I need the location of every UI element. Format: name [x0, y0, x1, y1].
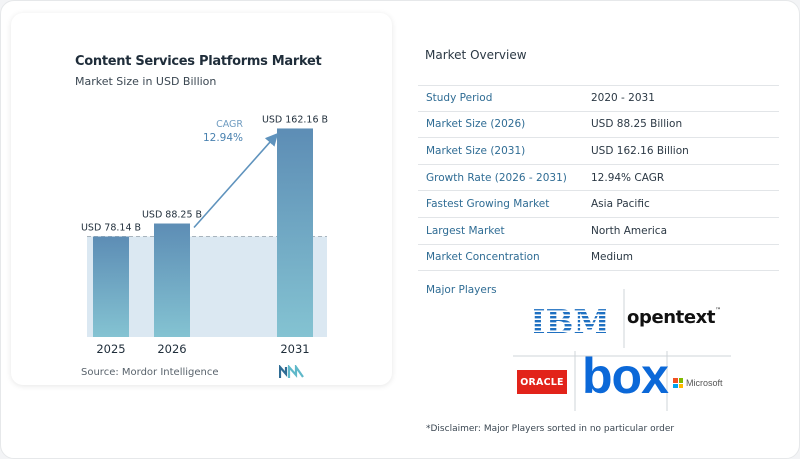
- overview-value: Asia Pacific: [591, 198, 650, 211]
- overview-label: Market Size (2026): [426, 118, 526, 131]
- box-logo: box: [582, 348, 669, 404]
- overview-row-concentration: Market Concentration Medium: [418, 245, 779, 272]
- ibm-logo-text: IBM: [534, 304, 606, 336]
- microsoft-windows-icon: [673, 378, 683, 388]
- logo-grid-lines: [513, 289, 731, 411]
- overview-row-study-period: Study Period 2020 - 2031: [418, 85, 779, 112]
- market-overview-panel: Market Overview Study Period 2020 - 2031…: [399, 1, 799, 458]
- x-tick-label-2025: 2025: [96, 342, 125, 356]
- cagr-value: 12.94%: [203, 132, 243, 144]
- bar-2025: [93, 236, 129, 337]
- overview-row-fastest-growing: Fastest Growing Market Asia Pacific: [418, 191, 779, 218]
- overview-row-market-size-2031: Market Size (2031) USD 162.16 Billion: [418, 138, 779, 165]
- microsoft-logo-text: Microsoft: [686, 378, 723, 388]
- cagr-arrow: [193, 132, 279, 229]
- microsoft-logo: Microsoft: [673, 378, 723, 388]
- overview-value: USD 162.16 Billion: [591, 144, 689, 157]
- opentext-trademark: ™: [715, 307, 721, 314]
- major-players-title: Major Players: [426, 284, 497, 296]
- bar-2031: [277, 128, 313, 337]
- microsoft-square-3: [678, 383, 683, 388]
- overview-label: Fastest Growing Market: [426, 198, 550, 211]
- overview-row-growth-rate: Growth Rate (2026 - 2031) 12.94% CAGR: [418, 165, 779, 192]
- data-label-2025: USD 78.14 B: [81, 223, 141, 234]
- microsoft-square-2: [673, 383, 678, 388]
- opentext-logo-text: opentext: [627, 307, 716, 328]
- overview-row-market-size-2026: Market Size (2026) USD 88.25 Billion: [418, 112, 779, 139]
- data-label-2026: USD 88.25 B: [142, 210, 202, 221]
- cagr-label: CAGR: [216, 119, 243, 130]
- mordor-intelligence-logo-icon: [279, 365, 304, 378]
- microsoft-square-1: [678, 378, 683, 383]
- overview-value: 2020 - 2031: [591, 92, 655, 105]
- overview-label: Study Period: [426, 92, 493, 105]
- oracle-logo: ORACLE: [517, 370, 567, 394]
- overview-value: Medium: [591, 251, 633, 264]
- microsoft-square-0: [673, 378, 678, 383]
- overview-value: 12.94% CAGR: [591, 171, 665, 184]
- chart-title: Content Services Platforms Market: [75, 54, 322, 69]
- data-label-2031: USD 162.16 B: [262, 114, 328, 125]
- overview-label: Largest Market: [426, 224, 505, 237]
- ibm-logo: IBM: [534, 304, 606, 336]
- overview-row-largest-market: Largest Market North America: [418, 218, 779, 245]
- overview-label: Growth Rate (2026 - 2031): [426, 171, 567, 184]
- x-tick-label-2031: 2031: [280, 342, 309, 356]
- chart-subtitle: Market Size in USD Billion: [75, 75, 217, 88]
- players-disclaimer: *Disclaimer: Major Players sorted in no …: [426, 424, 675, 434]
- overview-value: North America: [591, 224, 668, 237]
- overview-label: Market Size (2031): [426, 144, 526, 157]
- source-note: Source: Mordor Intelligence: [81, 367, 219, 378]
- overview-label: Market Concentration: [426, 251, 540, 264]
- overview-value: USD 88.25 Billion: [591, 118, 683, 131]
- bar-2026: [154, 223, 190, 337]
- opentext-logo: opentext™: [627, 307, 721, 328]
- x-tick-label-2026: 2026: [157, 342, 186, 356]
- overview-title: Market Overview: [425, 48, 527, 62]
- overview-table: Study Period 2020 - 2031 Market Size (20…: [418, 85, 779, 272]
